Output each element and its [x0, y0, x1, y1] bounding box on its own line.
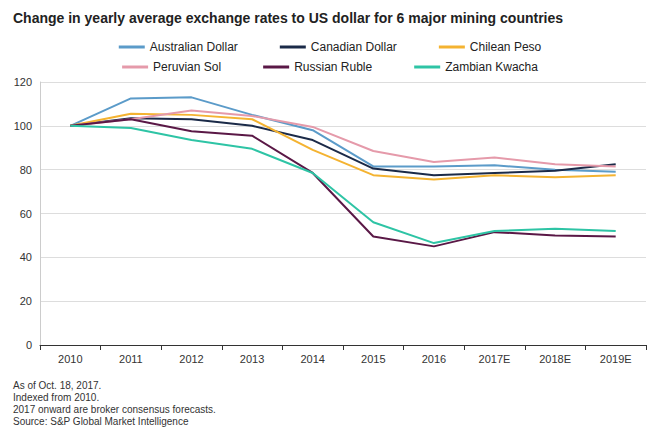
svg-text:100: 100 — [14, 120, 32, 132]
svg-text:2011: 2011 — [119, 353, 143, 365]
svg-text:2016: 2016 — [422, 353, 446, 365]
svg-text:40: 40 — [20, 251, 32, 263]
svg-text:80: 80 — [20, 164, 32, 176]
svg-text:2018E: 2018E — [539, 353, 571, 365]
svg-text:Indexed from 2010.: Indexed from 2010. — [13, 392, 99, 403]
svg-text:120: 120 — [14, 76, 32, 88]
svg-text:Australian Dollar: Australian Dollar — [150, 40, 238, 54]
svg-text:0: 0 — [26, 339, 32, 351]
svg-text:2014: 2014 — [300, 353, 324, 365]
svg-text:Source: S&P Global Market Inte: Source: S&P Global Market Intelligence — [13, 416, 189, 427]
svg-text:2019E: 2019E — [600, 353, 632, 365]
svg-text:2012: 2012 — [179, 353, 203, 365]
svg-text:2017E: 2017E — [479, 353, 511, 365]
svg-text:Canadian Dollar: Canadian Dollar — [311, 40, 397, 54]
svg-text:2015: 2015 — [361, 353, 385, 365]
svg-text:2013: 2013 — [240, 353, 264, 365]
svg-text:2017 onward are broker consens: 2017 onward are broker consensus forecas… — [13, 404, 216, 415]
svg-text:Chilean Peso: Chilean Peso — [470, 40, 542, 54]
svg-text:Peruvian Sol: Peruvian Sol — [153, 60, 221, 74]
svg-text:Russian Ruble: Russian Ruble — [294, 60, 372, 74]
svg-text:20: 20 — [20, 295, 32, 307]
svg-text:2010: 2010 — [58, 353, 82, 365]
svg-text:Zambian Kwacha: Zambian Kwacha — [445, 60, 538, 74]
svg-text:As of Oct. 18, 2017.: As of Oct. 18, 2017. — [13, 380, 101, 391]
svg-text:60: 60 — [20, 208, 32, 220]
svg-text:Change in yearly average excha: Change in yearly average exchange rates … — [13, 10, 563, 26]
